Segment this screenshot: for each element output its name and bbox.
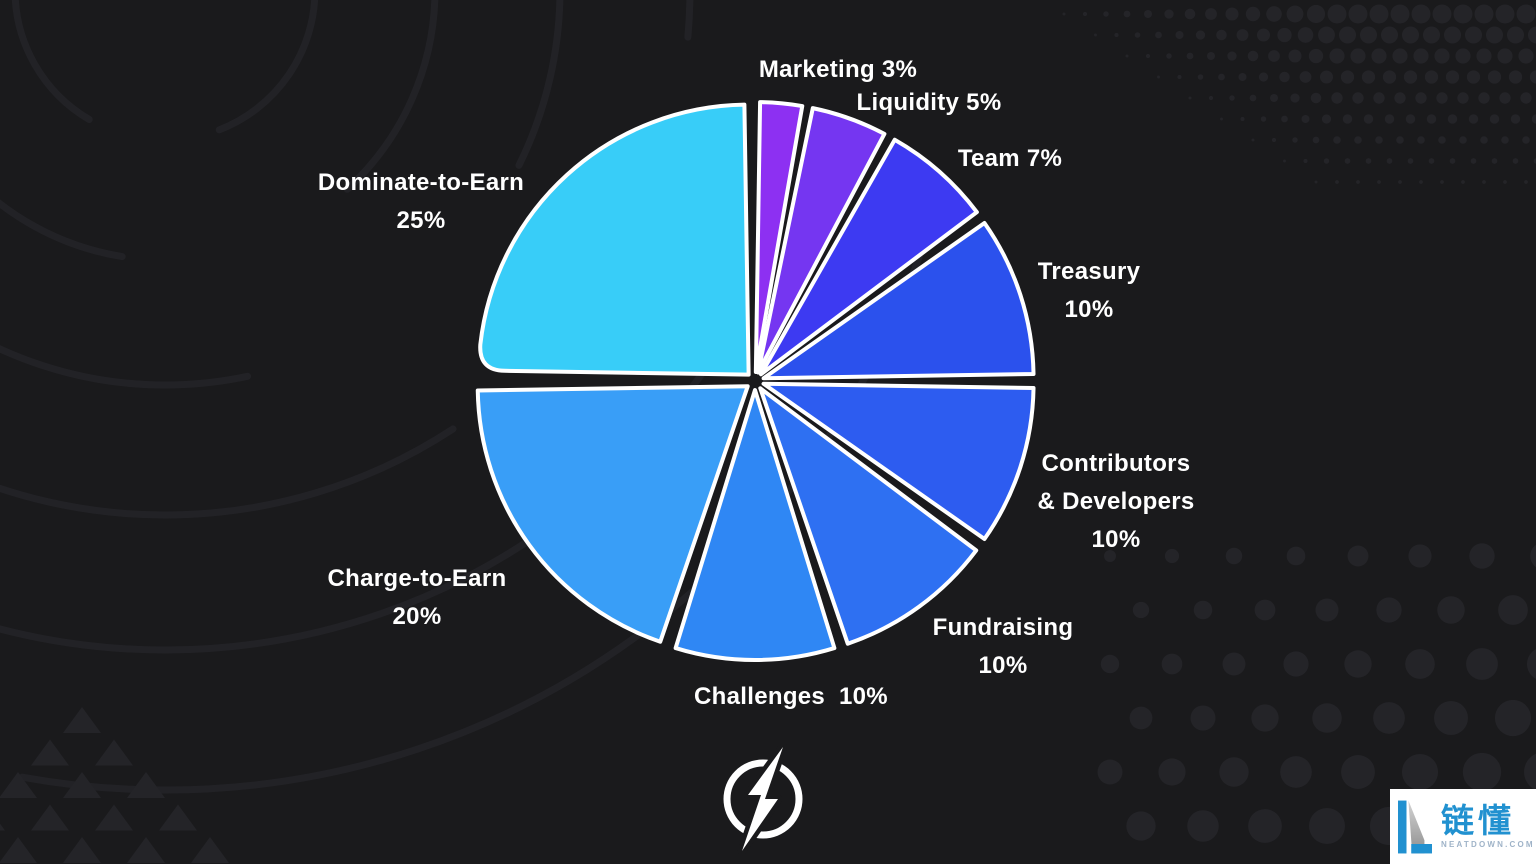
pie-slice-charge-to-earn xyxy=(475,384,750,644)
pie-slice-fundraising xyxy=(758,386,979,646)
watermark-badge: 链懂 NEATDOWN.COM xyxy=(1390,789,1536,864)
decor-triangles xyxy=(0,707,229,863)
pie-slice-treasury xyxy=(761,220,1036,381)
pie-slice-challenges xyxy=(673,388,837,662)
lightning-bolt-icon xyxy=(737,744,788,854)
watermark-brand: 链懂 xyxy=(1441,802,1515,839)
logo-ring xyxy=(723,759,803,839)
decor-concentric-arcs xyxy=(0,0,969,794)
pie-slice-liquidity xyxy=(756,106,887,375)
watermark-site: NEATDOWN.COM xyxy=(1441,840,1535,849)
pie-slice-team xyxy=(758,137,979,377)
lightning-bolt-logo xyxy=(723,744,803,854)
decor-halftone-dots xyxy=(1062,4,1536,184)
pie-slice-contributors-developers xyxy=(761,381,1036,542)
watermark-logo-icon xyxy=(1398,800,1432,853)
pie-slice-dominate-to-earn xyxy=(478,102,751,377)
pie-slice-marketing xyxy=(753,100,805,375)
